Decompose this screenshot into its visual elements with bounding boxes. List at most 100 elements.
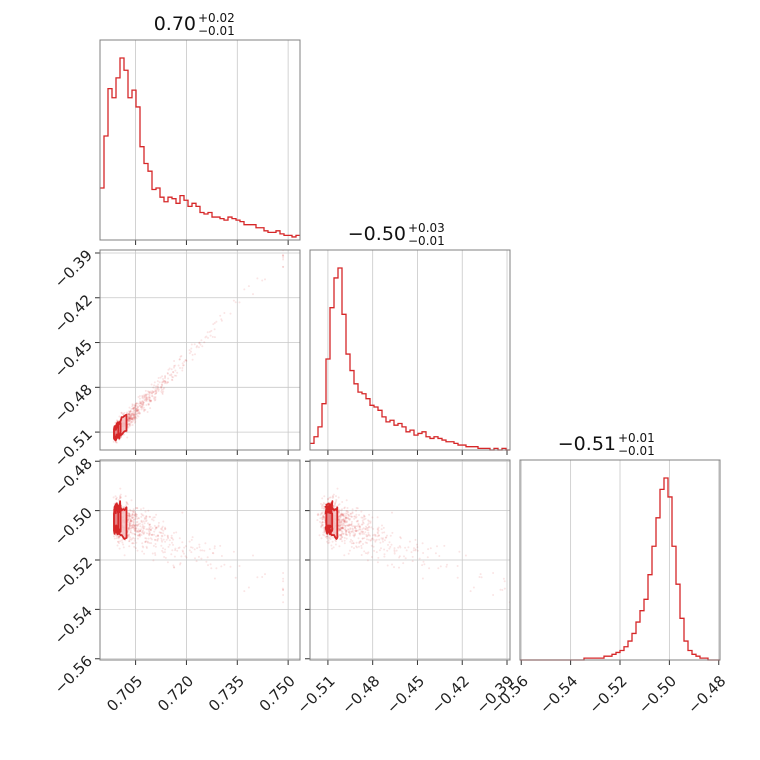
sample-point	[148, 534, 151, 537]
sample-point	[132, 414, 135, 417]
sample-point	[355, 530, 358, 532]
sample-point	[135, 513, 138, 516]
sample-point	[184, 359, 187, 362]
sample-point	[128, 512, 130, 515]
sample-point	[341, 501, 344, 503]
sample-point	[147, 402, 150, 405]
sample-point	[367, 522, 370, 525]
title-param-2: −0.50 +0.03−0.01	[348, 221, 445, 248]
sample-point	[344, 517, 347, 520]
sample-point	[456, 576, 459, 579]
sample-point	[361, 528, 364, 531]
sample-point	[166, 534, 169, 537]
sample-point	[128, 416, 131, 419]
sample-point	[282, 254, 285, 257]
sample-point	[137, 517, 140, 520]
sample-point	[343, 520, 346, 523]
sample-point	[128, 406, 131, 409]
sample-point	[166, 381, 169, 384]
sample-point	[139, 529, 142, 532]
sample-point	[148, 523, 151, 526]
sample-point	[188, 349, 191, 352]
sample-point	[349, 534, 351, 537]
sample-point	[348, 523, 351, 526]
sample-point	[383, 539, 386, 542]
sample-point	[223, 312, 226, 314]
sample-point	[321, 511, 324, 514]
sample-point	[131, 421, 133, 424]
sample-point	[140, 406, 142, 409]
sample-point	[132, 409, 135, 412]
sample-point	[372, 545, 375, 548]
sample-point	[325, 535, 328, 538]
sample-point	[130, 519, 132, 522]
sample-point	[129, 418, 132, 421]
sample-point	[136, 549, 139, 552]
sample-point	[143, 516, 146, 519]
sample-point	[142, 408, 145, 411]
sample-point	[264, 573, 266, 576]
tick-label-x: −0.54	[536, 672, 581, 717]
sample-point	[492, 572, 495, 574]
sample-point	[320, 512, 323, 515]
sample-point	[115, 441, 118, 444]
sample-point	[139, 529, 141, 532]
sample-point	[162, 532, 165, 535]
sample-point	[168, 543, 171, 546]
sample-point	[368, 520, 371, 523]
sample-point	[354, 515, 356, 518]
sample-point	[140, 528, 143, 531]
sample-point	[129, 422, 132, 425]
sample-point	[281, 254, 284, 257]
sample-point	[350, 523, 353, 526]
sample-point	[127, 512, 130, 515]
parameter-titles: 0.70 +0.02−0.01−0.50 +0.03−0.01−0.51 +0.01−…	[154, 11, 655, 458]
sample-point	[335, 498, 338, 501]
sample-point	[412, 549, 415, 552]
sample-point	[188, 540, 191, 543]
sample-point	[362, 531, 364, 534]
sample-point	[383, 531, 386, 534]
sample-point	[180, 555, 183, 558]
sample-point	[340, 513, 343, 516]
sample-point	[137, 412, 140, 415]
sample-point	[132, 542, 135, 545]
sample-point	[337, 528, 340, 531]
sample-point	[126, 411, 128, 414]
sample-point	[205, 560, 208, 563]
sample-point	[340, 534, 343, 537]
sample-point	[141, 550, 144, 553]
sample-point	[338, 516, 341, 519]
sample-point	[175, 531, 178, 534]
sample-point	[340, 521, 343, 523]
sample-point	[163, 387, 166, 390]
sample-point	[203, 549, 206, 552]
sample-point	[128, 521, 131, 524]
sample-point	[377, 526, 380, 529]
sample-point	[131, 418, 134, 421]
sample-point	[353, 527, 356, 530]
sample-point	[347, 531, 350, 534]
sample-point	[157, 534, 159, 537]
sample-point	[179, 562, 182, 565]
contour-line-level-1	[113, 502, 128, 540]
sample-point	[164, 380, 166, 383]
sample-point	[443, 544, 446, 547]
sample-point	[344, 524, 347, 527]
sample-point	[341, 519, 344, 522]
sample-point	[341, 513, 344, 516]
sample-point	[133, 414, 136, 417]
sample-point	[366, 527, 369, 529]
sample-point	[136, 410, 138, 413]
sample-point	[340, 528, 342, 531]
sample-point	[344, 528, 347, 531]
sample-point	[329, 535, 332, 538]
sample-point	[138, 532, 141, 535]
sample-point	[342, 514, 345, 516]
sample-point	[179, 367, 181, 369]
sample-point	[355, 513, 358, 516]
sample-point	[345, 514, 347, 517]
sample-point	[118, 497, 121, 500]
sample-point	[138, 410, 140, 413]
sample-point	[379, 541, 382, 544]
